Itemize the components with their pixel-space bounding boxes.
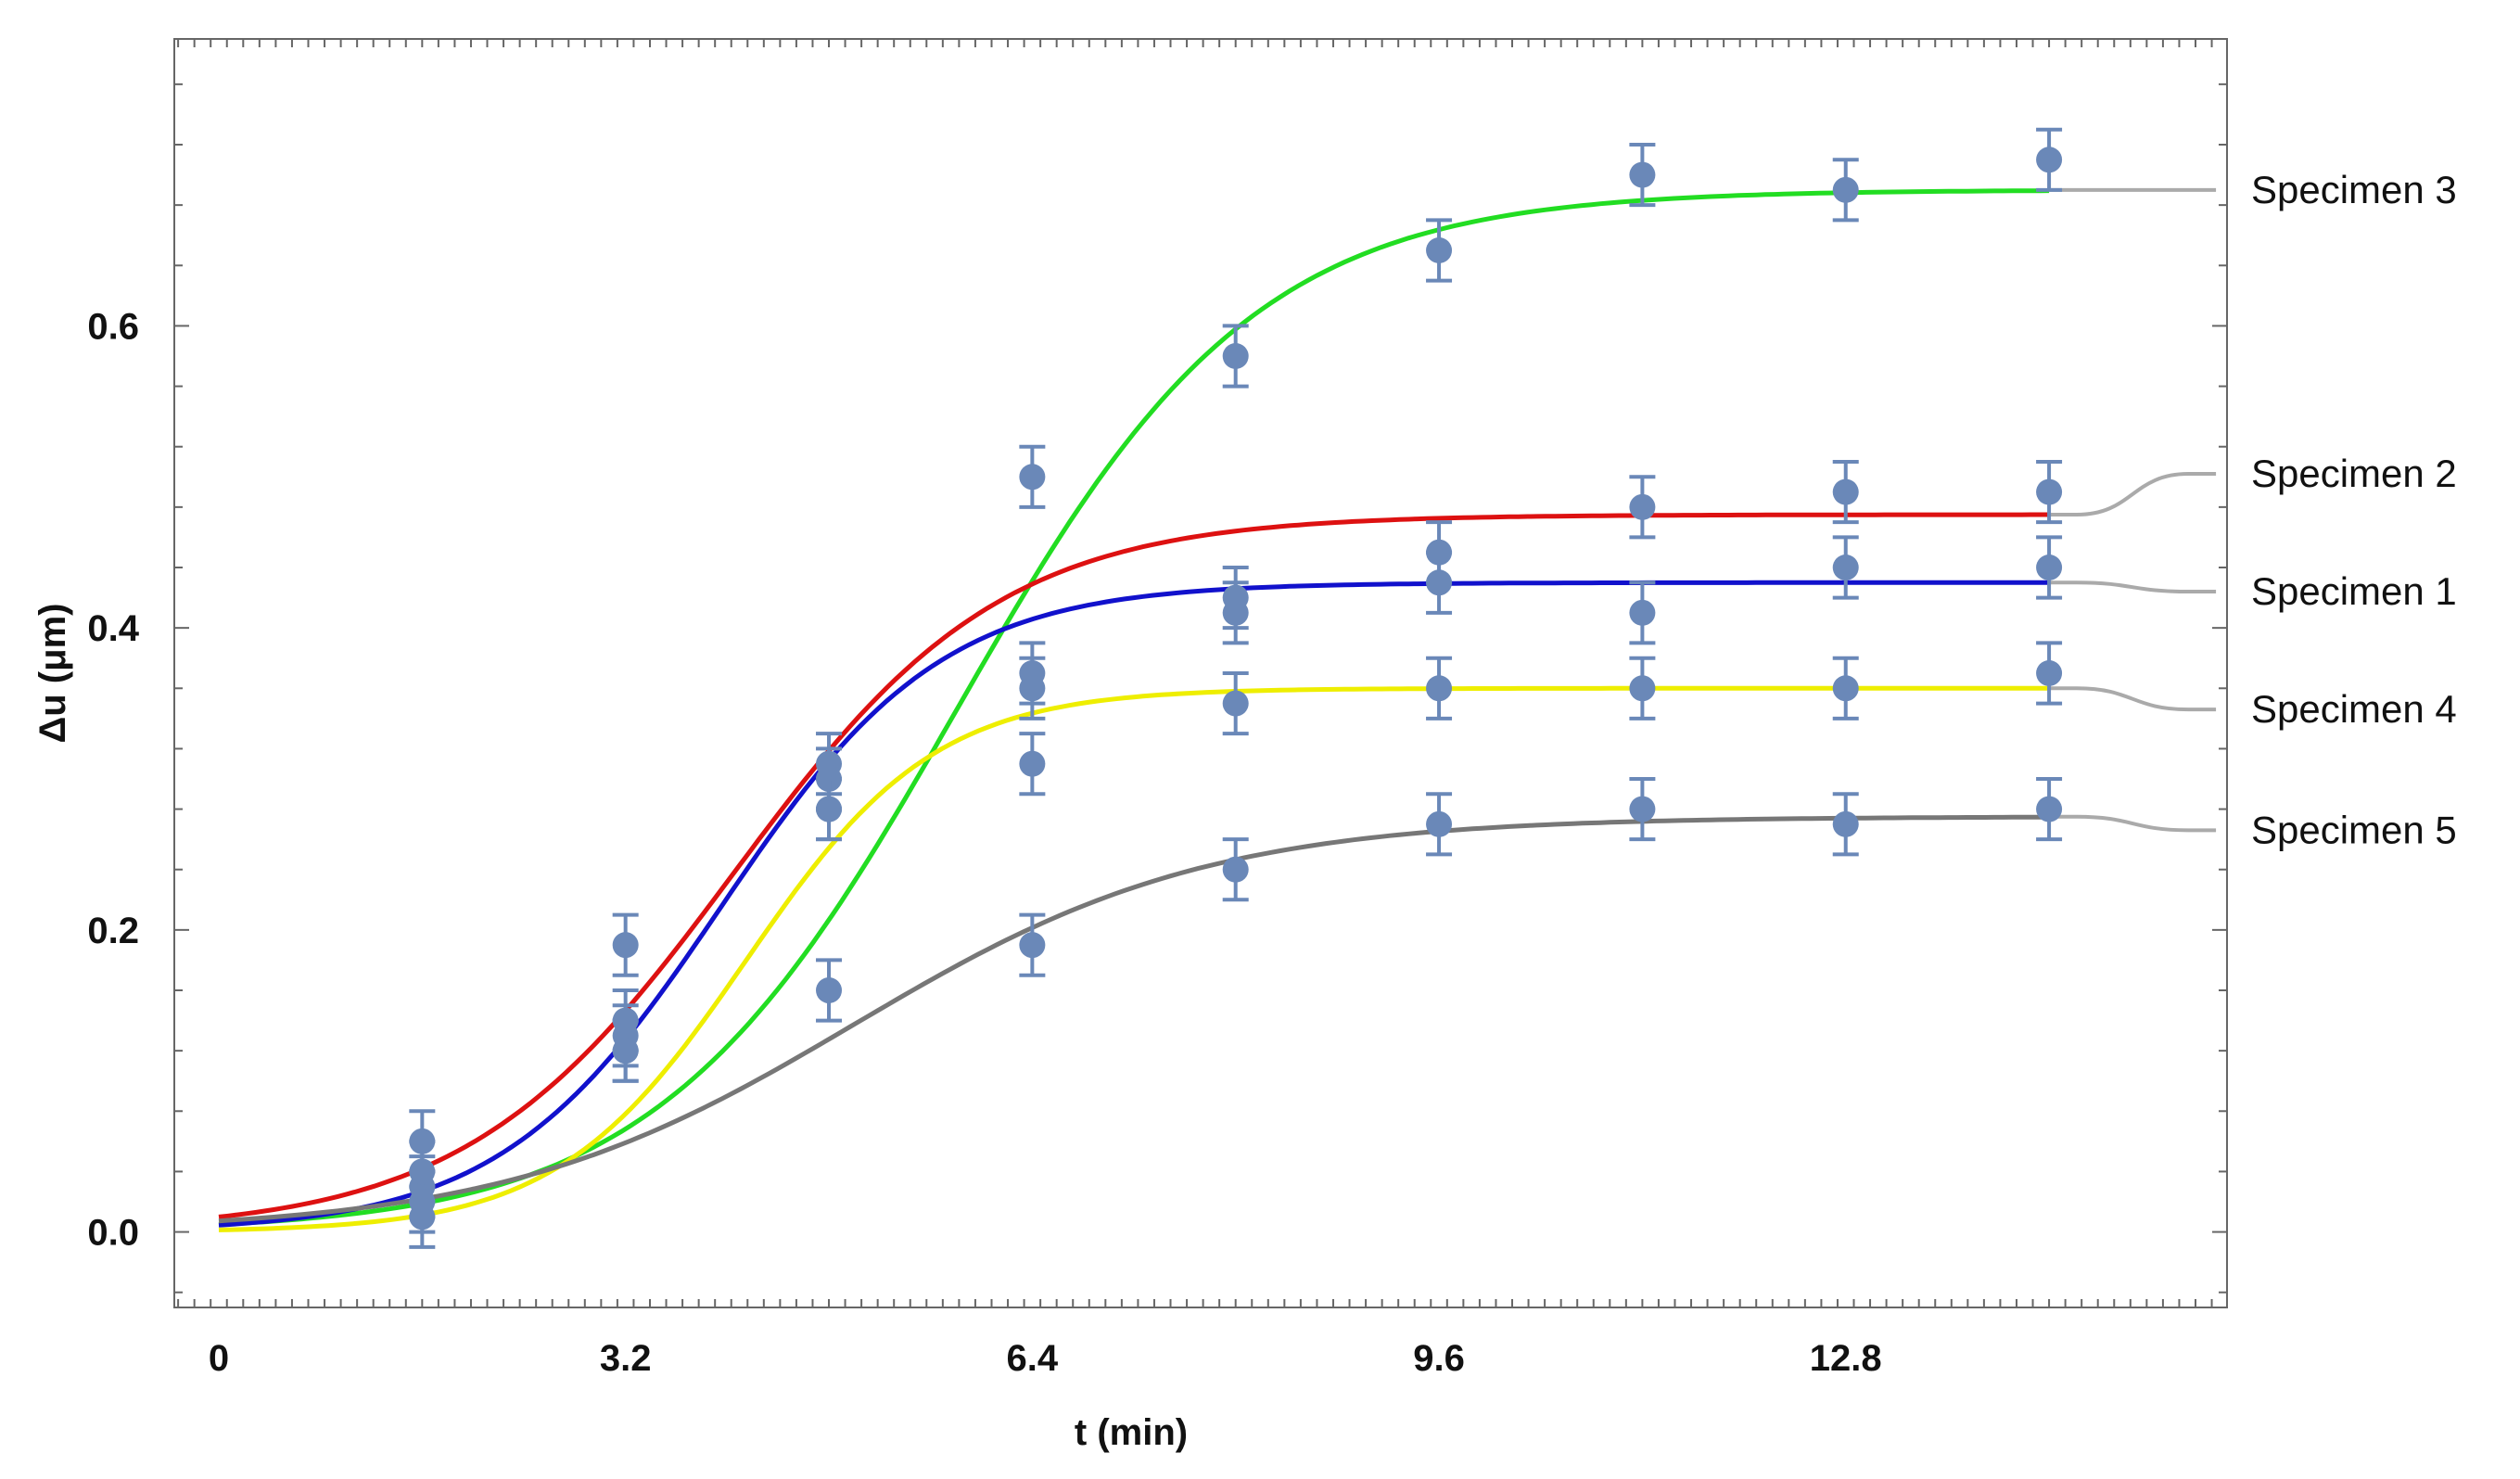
- fit-curve-specimen-2: [218, 512, 2050, 1219]
- data-point: [612, 1038, 639, 1065]
- legend-leader: [2049, 472, 2217, 516]
- data-point: [2036, 796, 2063, 822]
- data-point: [409, 1158, 436, 1185]
- legend-label: Specimen 5: [2251, 808, 2457, 851]
- data-point: [816, 796, 843, 822]
- data-point: [1629, 599, 1656, 626]
- data-point: [1832, 555, 1859, 580]
- x-tick-label: 12.8: [1810, 1338, 1882, 1379]
- data-point: [1629, 675, 1656, 702]
- data-point: [1019, 675, 1046, 702]
- data-point: [1832, 176, 1859, 203]
- data-point: [1629, 493, 1656, 520]
- x-tick-label: 6.4: [1007, 1338, 1059, 1379]
- data-point: [1222, 690, 1249, 717]
- fit-curve-specimen-5: [218, 814, 2050, 1224]
- data-point: [1222, 856, 1249, 883]
- data-point: [1832, 810, 1859, 837]
- y-axis-title: Δu (μm): [32, 604, 73, 744]
- data-point: [1019, 932, 1046, 959]
- y-tick-label: 0.0: [87, 1213, 139, 1254]
- legend-label: Specimen 1: [2251, 569, 2457, 613]
- data-point: [1426, 569, 1453, 596]
- fit-curve-specimen-1: [218, 580, 2050, 1228]
- plot-frame: [173, 38, 2228, 1308]
- data-point: [2036, 147, 2063, 173]
- y-tick-label: 0.6: [87, 306, 139, 347]
- data-point: [2036, 660, 2063, 686]
- data-point: [2036, 478, 2063, 505]
- legend-leader: [2049, 580, 2217, 594]
- data-point: [1629, 161, 1656, 188]
- data-point: [816, 750, 843, 777]
- data-point: [1426, 675, 1453, 702]
- data-point: [1222, 343, 1249, 369]
- data-point: [1019, 750, 1046, 777]
- data-point: [1629, 796, 1656, 822]
- legend: Specimen 3 Specimen 2 Specimen 1 Specimen 4…: [2251, 168, 2457, 852]
- data-points: [409, 127, 2063, 1249]
- data-point: [409, 1204, 436, 1230]
- tick-labels: 0 3.2 6.4 9.6 12.8 0.0 0.2 0.4 0.6: [87, 306, 1881, 1379]
- data-point: [1426, 810, 1453, 837]
- legend-label: Specimen 2: [2251, 452, 2457, 495]
- x-tick-label: 9.6: [1413, 1338, 1465, 1379]
- y-tick-label: 0.4: [87, 608, 139, 649]
- x-tick-label: 0: [209, 1338, 229, 1379]
- y-tick-label: 0.2: [87, 911, 139, 951]
- data-point: [612, 932, 639, 959]
- legend-leader: [2049, 814, 2217, 833]
- axis-ticks: [174, 39, 2227, 1307]
- data-point: [1832, 675, 1859, 702]
- legend-leaders: [2049, 187, 2217, 833]
- data-point: [1222, 599, 1249, 626]
- x-tick-label: 3.2: [600, 1338, 652, 1379]
- data-point: [1832, 478, 1859, 505]
- legend-leader: [2049, 686, 2217, 712]
- legend-label: Specimen 3: [2251, 168, 2457, 211]
- data-point: [1426, 237, 1453, 263]
- data-point: [1019, 464, 1046, 491]
- x-axis-title: t (min): [1075, 1412, 1188, 1453]
- fit-curve-specimen-4: [218, 685, 2050, 1232]
- data-point: [816, 977, 843, 1003]
- fit-curves: [218, 188, 2050, 1232]
- data-point: [2036, 555, 2063, 580]
- legend-label: Specimen 4: [2251, 687, 2457, 731]
